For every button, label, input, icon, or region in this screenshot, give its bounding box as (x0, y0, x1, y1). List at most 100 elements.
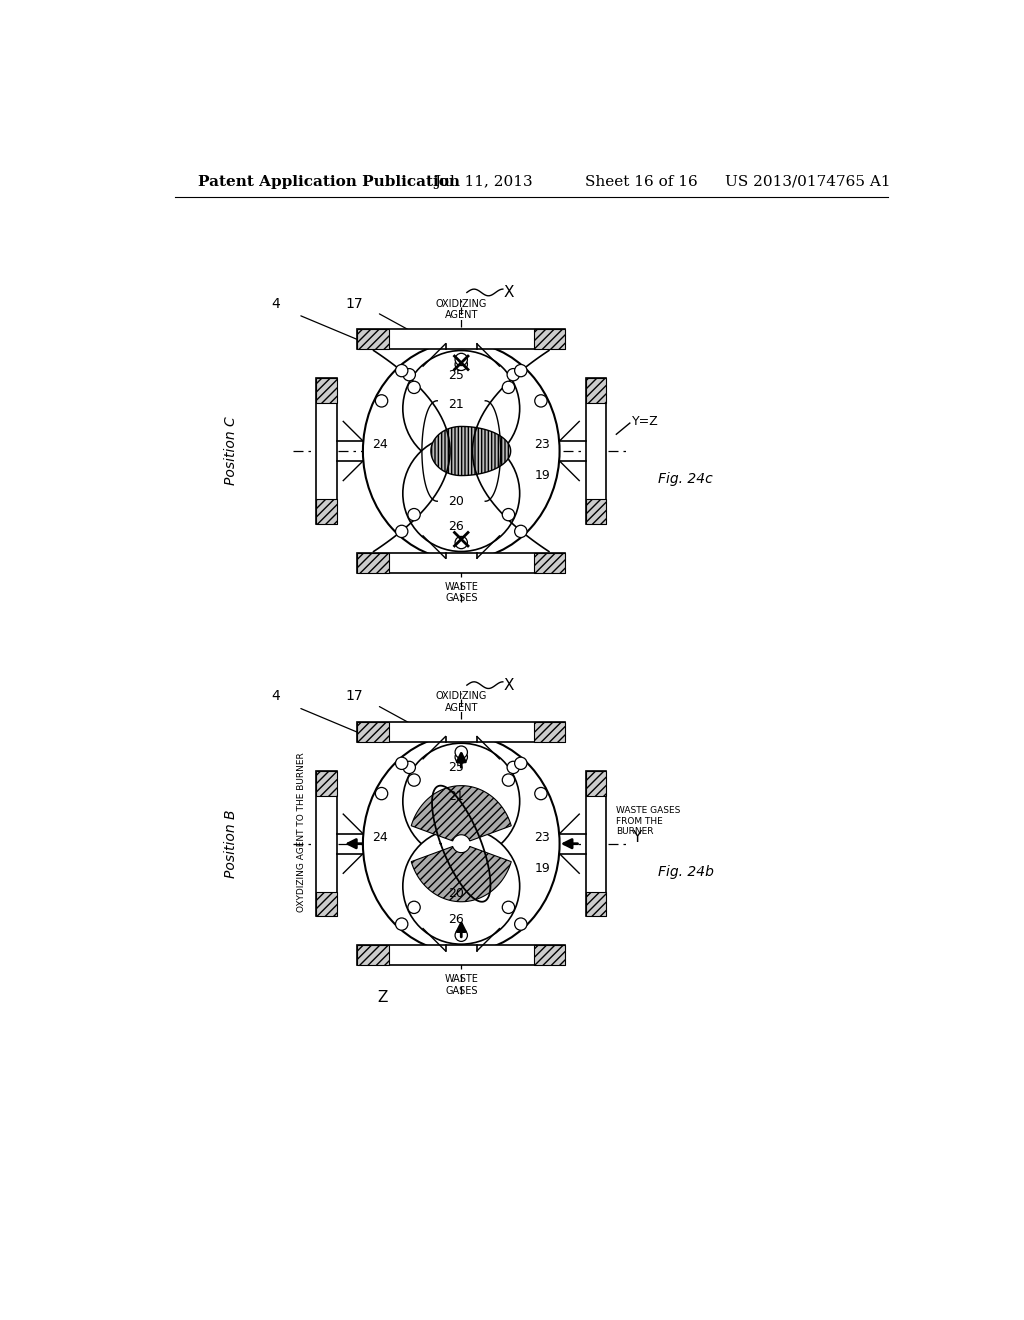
Bar (586, 892, 606, 916)
Polygon shape (412, 785, 511, 841)
Bar (534, 722, 565, 742)
Circle shape (535, 395, 547, 407)
Circle shape (515, 525, 527, 537)
Text: 19: 19 (535, 862, 550, 875)
Text: Fig. 24c: Fig. 24c (657, 473, 713, 486)
Text: 21: 21 (447, 397, 464, 411)
Circle shape (395, 364, 408, 376)
Text: Patent Application Publication: Patent Application Publication (198, 174, 460, 189)
Circle shape (408, 902, 420, 913)
Circle shape (515, 364, 527, 376)
Circle shape (395, 917, 408, 931)
Bar (586, 379, 606, 403)
Circle shape (535, 788, 547, 800)
Text: 4: 4 (271, 297, 281, 310)
Text: 26: 26 (447, 913, 464, 927)
Circle shape (455, 746, 467, 758)
Circle shape (402, 828, 520, 944)
Text: Z: Z (378, 990, 388, 1006)
Text: 23: 23 (535, 830, 550, 843)
Text: 17: 17 (346, 689, 364, 704)
Circle shape (455, 751, 467, 763)
Circle shape (507, 368, 519, 381)
Text: 24: 24 (373, 830, 388, 843)
Text: 23: 23 (535, 438, 550, 451)
Text: 4: 4 (271, 689, 281, 704)
Text: Jul. 11, 2013: Jul. 11, 2013 (434, 174, 532, 189)
Circle shape (455, 929, 467, 941)
Bar (534, 329, 565, 350)
Circle shape (402, 436, 520, 552)
Circle shape (403, 762, 416, 774)
Text: Y=Z: Y=Z (632, 416, 658, 429)
Text: Fig. 24b: Fig. 24b (657, 865, 714, 879)
Bar (357, 553, 565, 573)
Circle shape (502, 902, 515, 913)
Text: 25: 25 (447, 368, 464, 381)
Circle shape (395, 525, 408, 537)
Text: US 2013/0174765 A1: US 2013/0174765 A1 (725, 174, 891, 189)
Bar (586, 771, 606, 796)
Bar (316, 892, 337, 916)
Bar (316, 771, 337, 916)
Text: 26: 26 (447, 520, 464, 533)
Circle shape (507, 762, 519, 774)
Text: 19: 19 (535, 469, 550, 482)
Bar (586, 771, 606, 916)
Text: WASTE
GASES: WASTE GASES (444, 582, 478, 603)
Text: 25: 25 (447, 762, 464, 775)
Text: 20: 20 (447, 495, 464, 508)
Circle shape (408, 381, 420, 393)
Bar (316, 499, 337, 524)
Text: Position C: Position C (224, 417, 238, 486)
Text: Sheet 16 of 16: Sheet 16 of 16 (586, 174, 698, 189)
Circle shape (502, 381, 515, 393)
Bar (534, 945, 565, 965)
Bar (357, 329, 389, 350)
Circle shape (408, 508, 420, 521)
Text: Position B: Position B (224, 809, 238, 878)
Circle shape (455, 354, 467, 366)
Text: X: X (504, 677, 514, 693)
Ellipse shape (362, 735, 559, 953)
Bar (534, 553, 565, 573)
Circle shape (515, 917, 527, 931)
Text: WASTE GASES
FROM THE
BURNER: WASTE GASES FROM THE BURNER (616, 807, 681, 837)
Polygon shape (412, 846, 511, 902)
Bar (357, 722, 389, 742)
Text: X: X (504, 285, 514, 300)
Bar (586, 379, 606, 524)
Bar (357, 945, 389, 965)
Text: OXIDIZING
AGENT: OXIDIZING AGENT (435, 298, 487, 321)
Circle shape (402, 351, 520, 467)
Circle shape (502, 508, 515, 521)
Text: Y: Y (632, 829, 641, 845)
Circle shape (403, 368, 416, 381)
Text: 20: 20 (447, 887, 464, 900)
Circle shape (408, 774, 420, 787)
Bar (316, 379, 337, 403)
Text: 21: 21 (447, 791, 464, 804)
Text: 24: 24 (373, 438, 388, 451)
Bar (357, 553, 389, 573)
Text: OXYDIZING AGENT TO THE BURNER: OXYDIZING AGENT TO THE BURNER (297, 752, 306, 912)
Text: 17: 17 (346, 297, 364, 310)
Text: OXIDIZING
AGENT: OXIDIZING AGENT (435, 692, 487, 713)
Circle shape (376, 395, 388, 407)
Bar (586, 499, 606, 524)
Circle shape (502, 774, 515, 787)
Polygon shape (431, 426, 511, 475)
Ellipse shape (362, 342, 559, 560)
Bar (357, 945, 565, 965)
Bar (357, 722, 565, 742)
Text: WASTE
GASES: WASTE GASES (444, 974, 478, 995)
Bar (357, 329, 565, 350)
Bar (316, 379, 337, 524)
Circle shape (376, 788, 388, 800)
Circle shape (395, 758, 408, 770)
Circle shape (455, 536, 467, 549)
Circle shape (402, 743, 520, 859)
Circle shape (455, 358, 467, 371)
Circle shape (515, 758, 527, 770)
Bar (316, 771, 337, 796)
